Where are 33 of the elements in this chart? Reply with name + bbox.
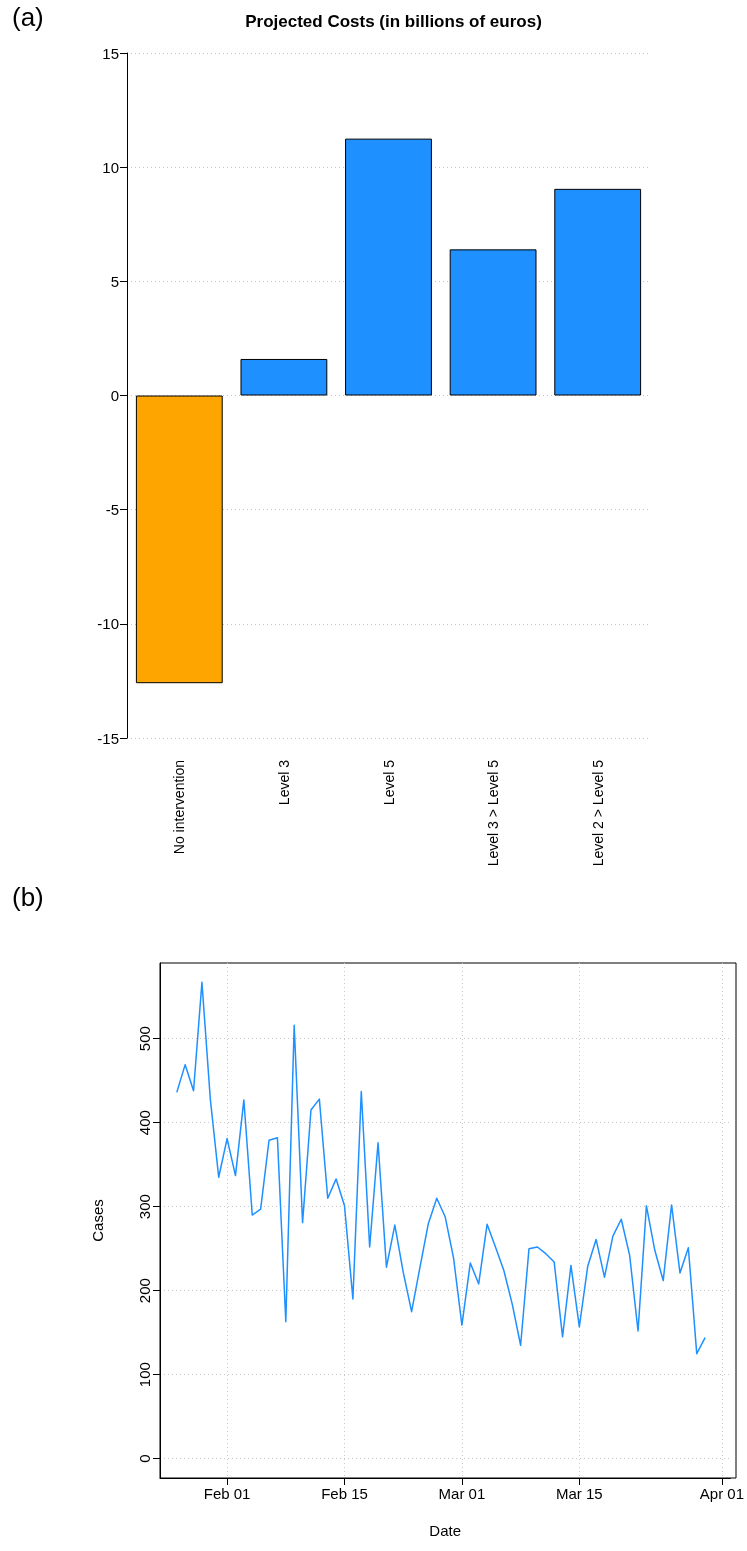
bar	[554, 188, 642, 396]
x-tick-label: Level 5	[380, 759, 397, 806]
x-tick-label: Apr 01	[699, 1485, 744, 1502]
x-tick-label: No intervention	[171, 760, 188, 855]
x-axis-title: Date	[429, 1522, 461, 1539]
bar	[449, 249, 537, 396]
x-tick-label: Feb 15	[321, 1485, 368, 1502]
x-tick-label: Mar 01	[438, 1485, 486, 1502]
y-tick-label: 200	[136, 1278, 153, 1304]
x-tick-label: Level 2 > Level 5	[589, 759, 606, 867]
bar	[135, 395, 223, 684]
y-tick-label: 0	[136, 1454, 153, 1463]
y-tick-label: -10	[97, 615, 119, 633]
y-tick-label: 500	[136, 1026, 153, 1052]
y-tick-label: 400	[136, 1110, 153, 1136]
text: (a)	[12, 2, 44, 33]
x-tick-label: Mar 15	[555, 1485, 603, 1502]
y-tick-label: -15	[97, 729, 119, 747]
x-tick-label: Level 3 > Level 5	[485, 759, 502, 867]
y-tick-label: 5	[110, 272, 119, 290]
y-tick-label: 300	[136, 1194, 153, 1220]
x-tick-label: Level 3	[275, 759, 292, 806]
text: (b)	[12, 882, 44, 913]
y-tick-label: 10	[102, 158, 119, 176]
y-tick-label: 15	[102, 44, 119, 62]
y-tick-label: -5	[105, 501, 119, 519]
x-tick-label: Feb 01	[203, 1485, 251, 1502]
y-axis-title: Cases	[89, 1199, 106, 1242]
bar	[240, 358, 328, 396]
y-tick-label: 100	[136, 1362, 153, 1388]
y-tick-label: 0	[110, 387, 119, 404]
chart-title: Projected Costs (in billions of euros)	[245, 12, 542, 31]
bar	[345, 138, 432, 396]
